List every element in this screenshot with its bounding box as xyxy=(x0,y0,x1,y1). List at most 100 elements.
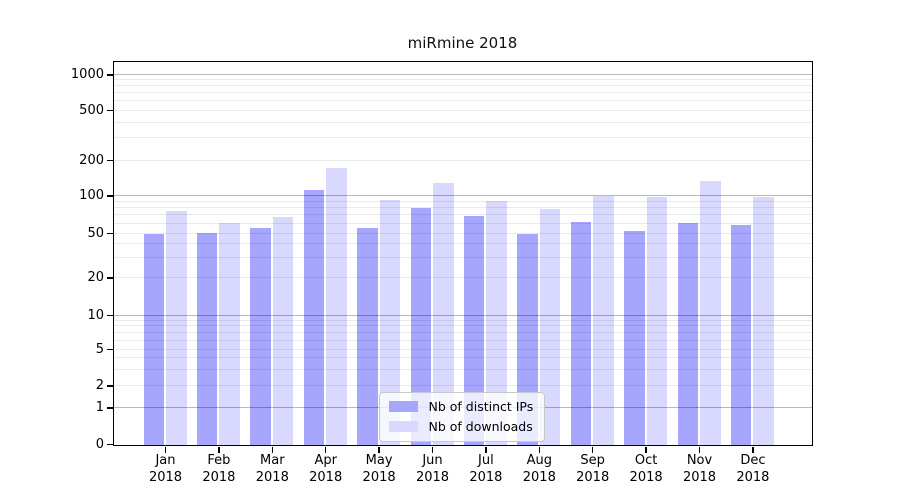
y-tick-1000 xyxy=(106,74,113,76)
bar-distinct-ips-sep xyxy=(570,222,592,445)
bar-distinct-ips-jun xyxy=(410,207,431,445)
legend-swatch-distinct-ips xyxy=(388,400,418,412)
bar-downloads-sep xyxy=(593,195,614,445)
bar-distinct-ips-may xyxy=(357,227,378,445)
x-tick-oct xyxy=(645,446,647,453)
gridline-y-7 xyxy=(113,331,812,333)
x-tick-aug xyxy=(538,446,541,453)
x-tick-mar xyxy=(271,446,274,453)
x-tick-label-mar: Mar 2018 xyxy=(255,453,289,485)
gridline-y-400 xyxy=(113,121,812,123)
legend-item-downloads: Nb of downloads xyxy=(388,419,534,434)
x-tick-may xyxy=(378,446,380,453)
gridlines xyxy=(113,62,812,445)
bar-distinct-ips-mar xyxy=(250,227,271,445)
gridline-y-6 xyxy=(113,339,812,341)
y-tick-500 xyxy=(106,109,113,112)
x-tick-label-feb: Feb 2018 xyxy=(202,453,236,485)
gridline-y-200 xyxy=(113,159,812,161)
y-tick-10 xyxy=(106,314,113,317)
y-tick-20 xyxy=(106,277,113,279)
gridline-y-70 xyxy=(113,214,812,216)
bar-downloads-may xyxy=(379,199,401,445)
bar-downloads-jul xyxy=(486,201,507,445)
y-tick-label-5: 5 xyxy=(95,341,104,357)
y-tick-label-2: 2 xyxy=(95,378,104,393)
gridline-y-40 xyxy=(113,243,812,245)
y-tick-label-500: 500 xyxy=(79,102,104,118)
gridline-y-3 xyxy=(113,368,812,370)
x-tick-label-jul: Jul 2018 xyxy=(469,453,503,485)
gridline-y-500 xyxy=(113,109,812,111)
x-tick-label-sep: Sep 2018 xyxy=(576,453,610,485)
gridline-y-90 xyxy=(113,200,812,202)
x-tick-label-apr: Apr 2018 xyxy=(309,453,343,485)
bar-downloads-jun xyxy=(433,183,454,445)
y-tick-label-1: 1 xyxy=(95,400,104,415)
y-tick-5 xyxy=(106,348,113,351)
y-tick-label-0: 0 xyxy=(95,436,104,452)
bar-distinct-ips-nov xyxy=(677,223,698,445)
gridline-y-60 xyxy=(113,222,812,224)
bar-downloads-apr xyxy=(326,168,347,445)
bar-downloads-nov xyxy=(700,181,721,445)
bar-downloads-oct xyxy=(646,196,668,445)
gridline-y-700 xyxy=(113,92,812,94)
y-tick-label-200: 200 xyxy=(79,152,104,168)
gridline-y-900 xyxy=(113,79,812,81)
y-tick-label-20: 20 xyxy=(87,270,104,285)
gridline-y-50 xyxy=(113,232,812,234)
y-tick-1 xyxy=(106,407,113,409)
y-tick-label-100: 100 xyxy=(79,188,104,203)
gridline-y-300 xyxy=(113,137,812,139)
bar-distinct-ips-jan xyxy=(143,234,164,445)
x-tick-label-oct: Oct 2018 xyxy=(629,453,663,485)
bar-distinct-ips-apr xyxy=(303,189,325,445)
y-tick-2 xyxy=(106,385,113,387)
chart-title: miRmine 2018 xyxy=(407,34,518,52)
x-tick-label-jun: Jun 2018 xyxy=(415,453,450,485)
bar-downloads-mar xyxy=(272,216,294,445)
gridline-y-10 xyxy=(113,314,812,316)
x-tick-jan xyxy=(164,446,167,453)
gridline-y-1000 xyxy=(113,74,812,75)
y-tick-label-1000: 1000 xyxy=(70,67,104,82)
gridline-y-4 xyxy=(113,357,812,359)
bar-distinct-ips-oct xyxy=(624,230,645,445)
gridline-y-30 xyxy=(113,257,812,259)
bar-distinct-ips-dec xyxy=(730,225,752,445)
bar-distinct-ips-jul xyxy=(463,215,485,445)
gridline-y-2 xyxy=(113,385,812,386)
x-tick-label-aug: Aug 2018 xyxy=(522,453,556,485)
bar-distinct-ips-feb xyxy=(196,232,218,445)
y-tick-50 xyxy=(106,232,113,235)
gridline-y-100 xyxy=(113,195,812,196)
x-tick-apr xyxy=(324,446,327,453)
x-tick-label-dec: Dec 2018 xyxy=(736,453,770,485)
y-tick-200 xyxy=(106,159,113,162)
legend: Nb of distinct IPs Nb of downloads xyxy=(378,391,546,442)
x-tick-jul xyxy=(485,446,487,453)
y-tick-0 xyxy=(106,443,113,446)
plot-area: Nb of distinct IPs Nb of downloads xyxy=(112,61,813,446)
gridline-y-5 xyxy=(113,348,812,350)
legend-item-distinct-ips: Nb of distinct IPs xyxy=(388,398,534,414)
x-tick-feb xyxy=(218,446,220,453)
legend-swatch-downloads xyxy=(388,420,418,432)
bar-downloads-dec xyxy=(753,196,774,445)
gridline-y-600 xyxy=(113,100,812,102)
gridline-y-20 xyxy=(113,277,812,278)
gridline-y-9 xyxy=(113,319,812,321)
bar-downloads-aug xyxy=(539,208,561,445)
x-tick-label-may: May 2018 xyxy=(362,453,396,485)
gridline-y-800 xyxy=(113,85,812,87)
bar-downloads-jan xyxy=(166,211,187,445)
x-tick-sep xyxy=(591,446,594,453)
x-tick-nov xyxy=(698,446,701,453)
legend-label-distinct-ips: Nb of distinct IPs xyxy=(428,398,534,414)
bar-downloads-feb xyxy=(219,223,240,445)
x-tick-label-jan: Jan 2018 xyxy=(148,453,183,485)
y-tick-100 xyxy=(106,195,113,197)
x-tick-jun xyxy=(431,446,434,453)
